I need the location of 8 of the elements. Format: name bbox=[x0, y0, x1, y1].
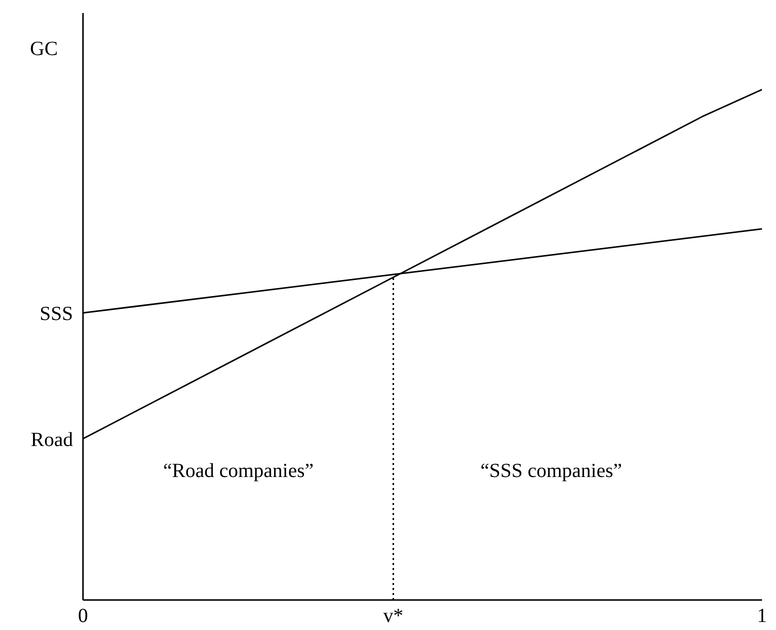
annotation: SSS bbox=[40, 302, 73, 325]
x-tick-label: 0 bbox=[78, 605, 88, 628]
y-axis-title: GC bbox=[30, 38, 58, 61]
x-tick-label: v* bbox=[383, 605, 404, 628]
annotation: “SSS companies” bbox=[480, 460, 622, 483]
annotation: “Road companies” bbox=[163, 460, 314, 483]
annotation: Road bbox=[30, 428, 73, 451]
x-tick-label: 1 bbox=[757, 605, 767, 628]
